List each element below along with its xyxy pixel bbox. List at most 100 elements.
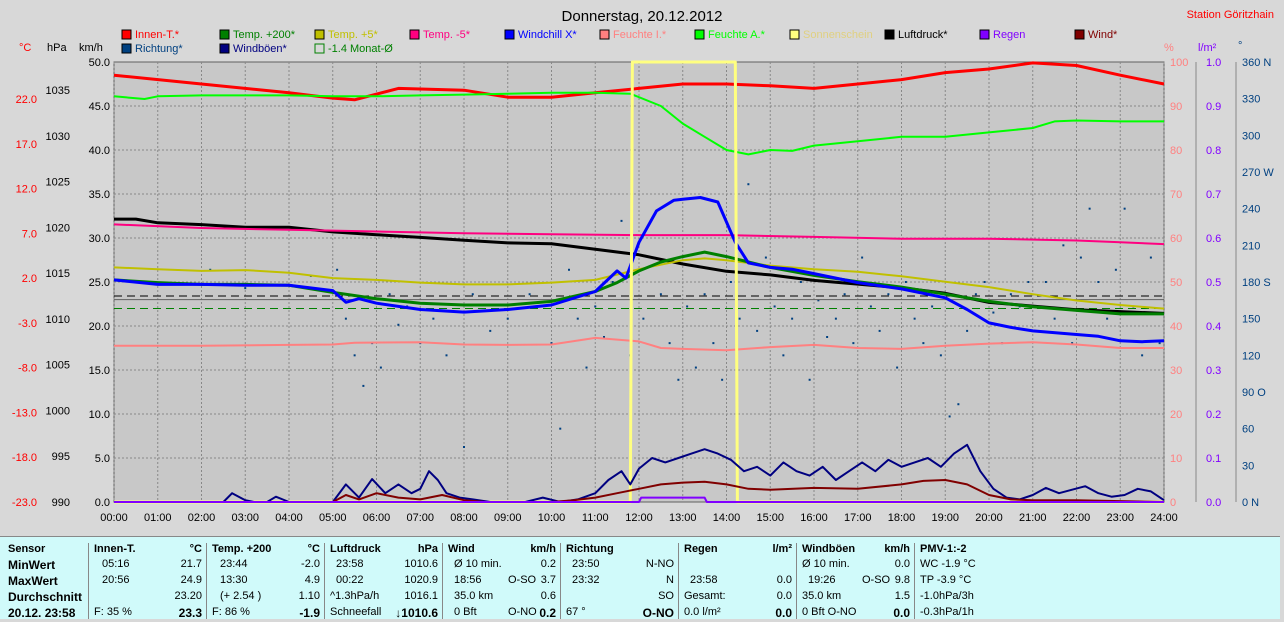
chart-title: Donnerstag, 20.12.2012 xyxy=(562,8,723,25)
direction-point xyxy=(694,366,697,369)
direction-point xyxy=(878,329,881,332)
legend-swatch xyxy=(314,29,325,40)
summary-label: MinWert xyxy=(8,558,56,572)
summary-value: 0.0 xyxy=(776,590,792,602)
direction-point xyxy=(1053,317,1056,320)
temp-tick-label: 2.0 xyxy=(22,273,37,285)
x-tick-label: 19:00 xyxy=(931,512,959,524)
summary-value: SO xyxy=(658,590,674,602)
direction-point xyxy=(677,378,680,381)
axis-ticks: 22.0 17.0 12.0 7.0 2.0 -3.0 -8.0 -13.0 -18.0 -23.… xyxy=(12,57,1274,524)
direction-point xyxy=(1071,342,1074,345)
direction-point xyxy=(817,299,820,302)
wind-tick-label: 15.0 xyxy=(89,365,110,377)
summary-value: 1.10 xyxy=(298,590,320,602)
rain-tick-label: 0.0 xyxy=(1206,497,1221,509)
direction-point xyxy=(808,378,811,381)
legend-swatch xyxy=(121,43,132,54)
summary-time: 13:30 xyxy=(220,574,248,586)
direction-point xyxy=(1106,317,1109,320)
direction-point xyxy=(1027,281,1030,283)
legend-swatch xyxy=(1074,29,1085,40)
dir-tick-label: 180 S xyxy=(1242,277,1271,289)
dir-tick-label: 210 xyxy=(1242,240,1260,252)
rain-tick-label: 0.9 xyxy=(1206,101,1221,113)
x-tick-label: 24:00 xyxy=(1150,512,1178,524)
summary-unit: km/h xyxy=(884,543,910,555)
summary-value: 0.0 xyxy=(894,558,910,570)
summary-pmv: PMV-1:-2 WC -1.9 °C TP -3.9 °C -1.0hPa/3… xyxy=(914,543,1032,619)
x-tick-label: 17:00 xyxy=(844,512,872,524)
x-tick-label: 02:00 xyxy=(188,512,216,524)
direction-point xyxy=(1062,244,1065,247)
summary-value: 1010.6 xyxy=(404,558,438,570)
dir-tick-label: 360 N xyxy=(1242,57,1271,69)
wind-tick-label: 40.0 xyxy=(89,145,110,157)
summary-current: 23.3 xyxy=(178,606,202,620)
direction-point xyxy=(721,378,724,381)
direction-point xyxy=(568,268,570,271)
summary-title: PMV-1:-2 xyxy=(920,543,967,555)
summary-time: 0 Bft xyxy=(454,606,477,618)
summary-boeen: Windböen km/h Ø 10 min. 0.0 19:26 O-SO 9.8 3… xyxy=(796,543,915,620)
summary-title: Regen xyxy=(684,543,718,555)
summary-value: N xyxy=(666,574,674,586)
press-tick-label: 1010 xyxy=(46,314,70,326)
hum-tick-label: 90 xyxy=(1170,101,1182,113)
direction-point xyxy=(1079,256,1082,259)
direction-point xyxy=(642,317,645,320)
x-tick-label: 12:00 xyxy=(625,512,653,524)
summary-regen: Regen l/m² 23:58 0.0 Gesamt: 0.0 0.0 l/m² 0.… xyxy=(678,543,797,620)
temp-tick-label: 17.0 xyxy=(16,139,37,151)
direction-point xyxy=(659,293,662,296)
summary-value: 23.20 xyxy=(174,590,202,602)
direction-point xyxy=(445,354,448,357)
press-tick-label: 1015 xyxy=(46,268,70,280)
summary-wind: Wind km/h Ø 10 min. 0.2 18:56 O-SO 3.7 35.0 … xyxy=(442,543,561,620)
press-tick-label: 1005 xyxy=(46,360,70,372)
dir-tick-label: 330 xyxy=(1242,94,1260,106)
direction-point xyxy=(686,305,689,308)
legend-label: Windchill X* xyxy=(518,29,577,41)
direction-point xyxy=(826,336,829,338)
temp-tick-label: -8.0 xyxy=(18,363,37,375)
rain-tick-label: 0.7 xyxy=(1206,189,1221,201)
rain-tick-label: 0.1 xyxy=(1206,453,1221,465)
summary-title: Windböen xyxy=(802,543,856,555)
summary-time: 20:56 xyxy=(102,574,130,586)
press-tick-label: 1020 xyxy=(46,222,70,234)
direction-point xyxy=(773,305,776,308)
summary-value: 0.2 xyxy=(540,558,556,570)
direction-point xyxy=(603,336,605,338)
press-tick-label: 1025 xyxy=(46,177,70,189)
x-tick-label: 06:00 xyxy=(363,512,391,524)
x-tick-label: 04:00 xyxy=(275,512,303,524)
summary-time: 35.0 km xyxy=(454,590,494,602)
x-tick-label: 15:00 xyxy=(756,512,784,524)
summary-value: 1020.9 xyxy=(404,574,438,586)
summary-current: -1.9 xyxy=(299,606,320,620)
legend-swatch xyxy=(789,29,800,40)
direction-point xyxy=(1158,342,1161,345)
legend-label: Temp. +5* xyxy=(328,29,379,41)
direction-point xyxy=(362,384,365,387)
temp-tick-label: -18.0 xyxy=(12,452,37,464)
direction-point xyxy=(1114,268,1117,271)
direction-point xyxy=(834,317,837,320)
dir-tick-label: 60 xyxy=(1242,424,1254,436)
direction-point xyxy=(1123,207,1126,210)
wind-tick-label: 30.0 xyxy=(89,233,110,245)
summary-unit: km/h xyxy=(530,543,556,555)
rain-tick-label: 1.0 xyxy=(1206,57,1221,69)
x-tick-label: 00:00 xyxy=(100,512,128,524)
summary-dir: O-SO xyxy=(862,574,891,586)
direction-point xyxy=(1088,207,1091,210)
hum-tick-label: 0 xyxy=(1170,497,1176,509)
summary-sensor-title: Sensor xyxy=(8,543,46,555)
direction-point xyxy=(244,287,247,290)
summary-innen: Innen-T. °C 05:16 21.7 20:56 24.9 23.20 F: … xyxy=(88,543,207,620)
direction-point xyxy=(922,342,925,345)
direction-point xyxy=(729,281,732,283)
wind-tick-label: 20.0 xyxy=(89,321,110,333)
press-tick-label: 1035 xyxy=(46,85,70,97)
